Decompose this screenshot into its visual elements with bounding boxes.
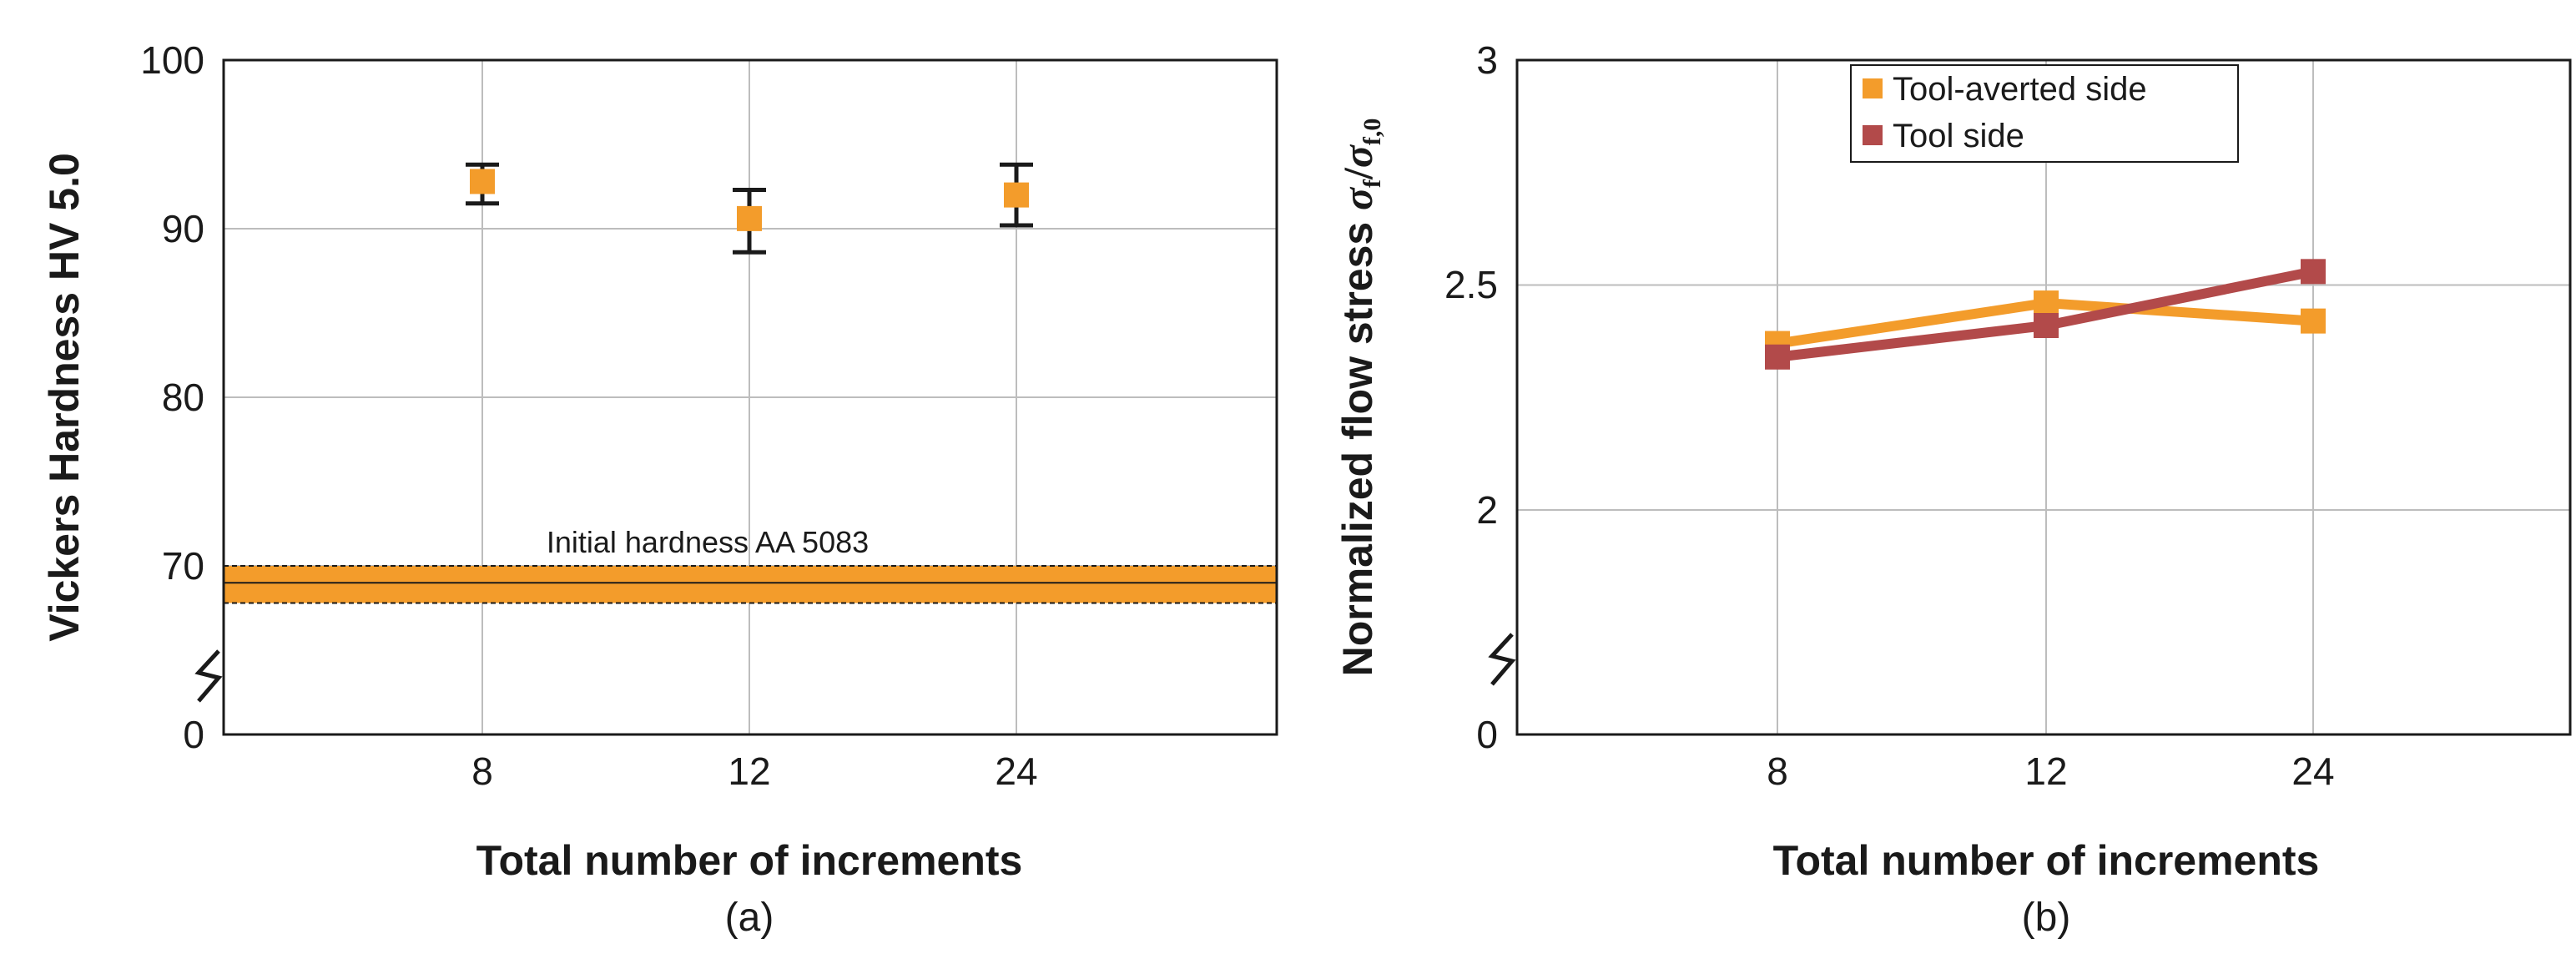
chart-b-xtick-8: 8 (1767, 750, 1788, 793)
chart-a-xtick-8: 8 (471, 750, 493, 793)
chart-a-xtick-24: 24 (995, 750, 1037, 793)
chart-a-panel-label: (a) (725, 896, 774, 940)
chart-b-ylabel-sigma-2: σ (1334, 144, 1381, 168)
legend-label-tool-averted-side: Tool-averted side (1893, 71, 2147, 108)
chart-b-ylabel-text: Normalized flow stress (1334, 210, 1381, 677)
series-point-tool-side-12 (2034, 313, 2059, 339)
chart-b-marks (1765, 259, 2326, 370)
chart-a-ytick-80: 80 (162, 376, 204, 419)
chart-a-ytick-100: 100 (140, 38, 204, 82)
chart-a-axis-break-icon (194, 649, 223, 703)
chart-b-axis-break-icon (1488, 633, 1516, 686)
chart-b-xlabel: Total number of increments (1773, 837, 2320, 884)
initial-hardness-band (224, 565, 1277, 604)
chart-b-xtick-24: 24 (2291, 750, 2334, 793)
chart-a-ytick-0: 0 (183, 713, 204, 756)
hardness-point-12 (737, 205, 762, 231)
chart-b-ytick-2.5: 2.5 (1444, 263, 1498, 306)
chart-b-legend: Tool-averted side Tool side (1850, 64, 2239, 163)
legend-swatch-tool-side (1863, 125, 1883, 145)
hardness-point-24 (1004, 182, 1029, 208)
series-point-tool-averted-side-12 (2034, 290, 2059, 316)
chart-a-plot-frame (222, 58, 1278, 736)
chart-b-plot-frame (1515, 58, 2572, 736)
chart-a-marks (466, 162, 1033, 255)
chart-b-ylabel-slash: / (1334, 167, 1381, 180)
chart-b: 3 2.5 2 0 8 12 24 Total number of increm… (1334, 38, 2572, 940)
chart-b-ytick-2: 2 (1476, 488, 1498, 532)
chart-b-ylabel-sigma-1: σ (1334, 186, 1381, 210)
initial-hardness-band-fill (224, 566, 1277, 603)
chart-a-gridlines (224, 60, 1277, 734)
series-point-tool-side-8 (1765, 344, 1790, 370)
legend-label-tool-side: Tool side (1893, 118, 2024, 154)
chart-b-legend-box (1850, 64, 2239, 163)
chart-b-ylabel-sub-f: f (1359, 179, 1386, 188)
chart-a: 100 90 80 70 0 8 12 24 Total number of i… (41, 38, 1278, 940)
chart-a-ytick-70: 70 (162, 544, 204, 588)
chart-a-xlabel: Total number of increments (476, 837, 1023, 884)
chart-b-ytick-3: 3 (1476, 38, 1498, 82)
series-point-tool-side-24 (2301, 259, 2326, 285)
chart-a-xtick-12: 12 (728, 750, 770, 793)
chart-b-gridlines (1517, 60, 2570, 734)
chart-a-ylabel: Vickers Hardness HV 5.0 (41, 153, 88, 642)
legend-swatch-tool-averted-side (1863, 78, 1883, 98)
chart-b-ylabel-sub-f0: f,0 (1359, 119, 1386, 146)
hardness-point-8 (470, 169, 495, 194)
chart-b-ylabel: Normalized flow stress σf/σf,0 (1334, 119, 1386, 677)
chart-b-panel-label: (b) (2022, 896, 2071, 940)
chart-b-ytick-0: 0 (1476, 713, 1498, 756)
series-point-tool-averted-side-24 (2301, 308, 2326, 334)
chart-b-xtick-12: 12 (2024, 750, 2067, 793)
chart-a-ytick-90: 90 (162, 207, 204, 250)
initial-hardness-label: Initial hardness AA 5083 (547, 525, 869, 559)
